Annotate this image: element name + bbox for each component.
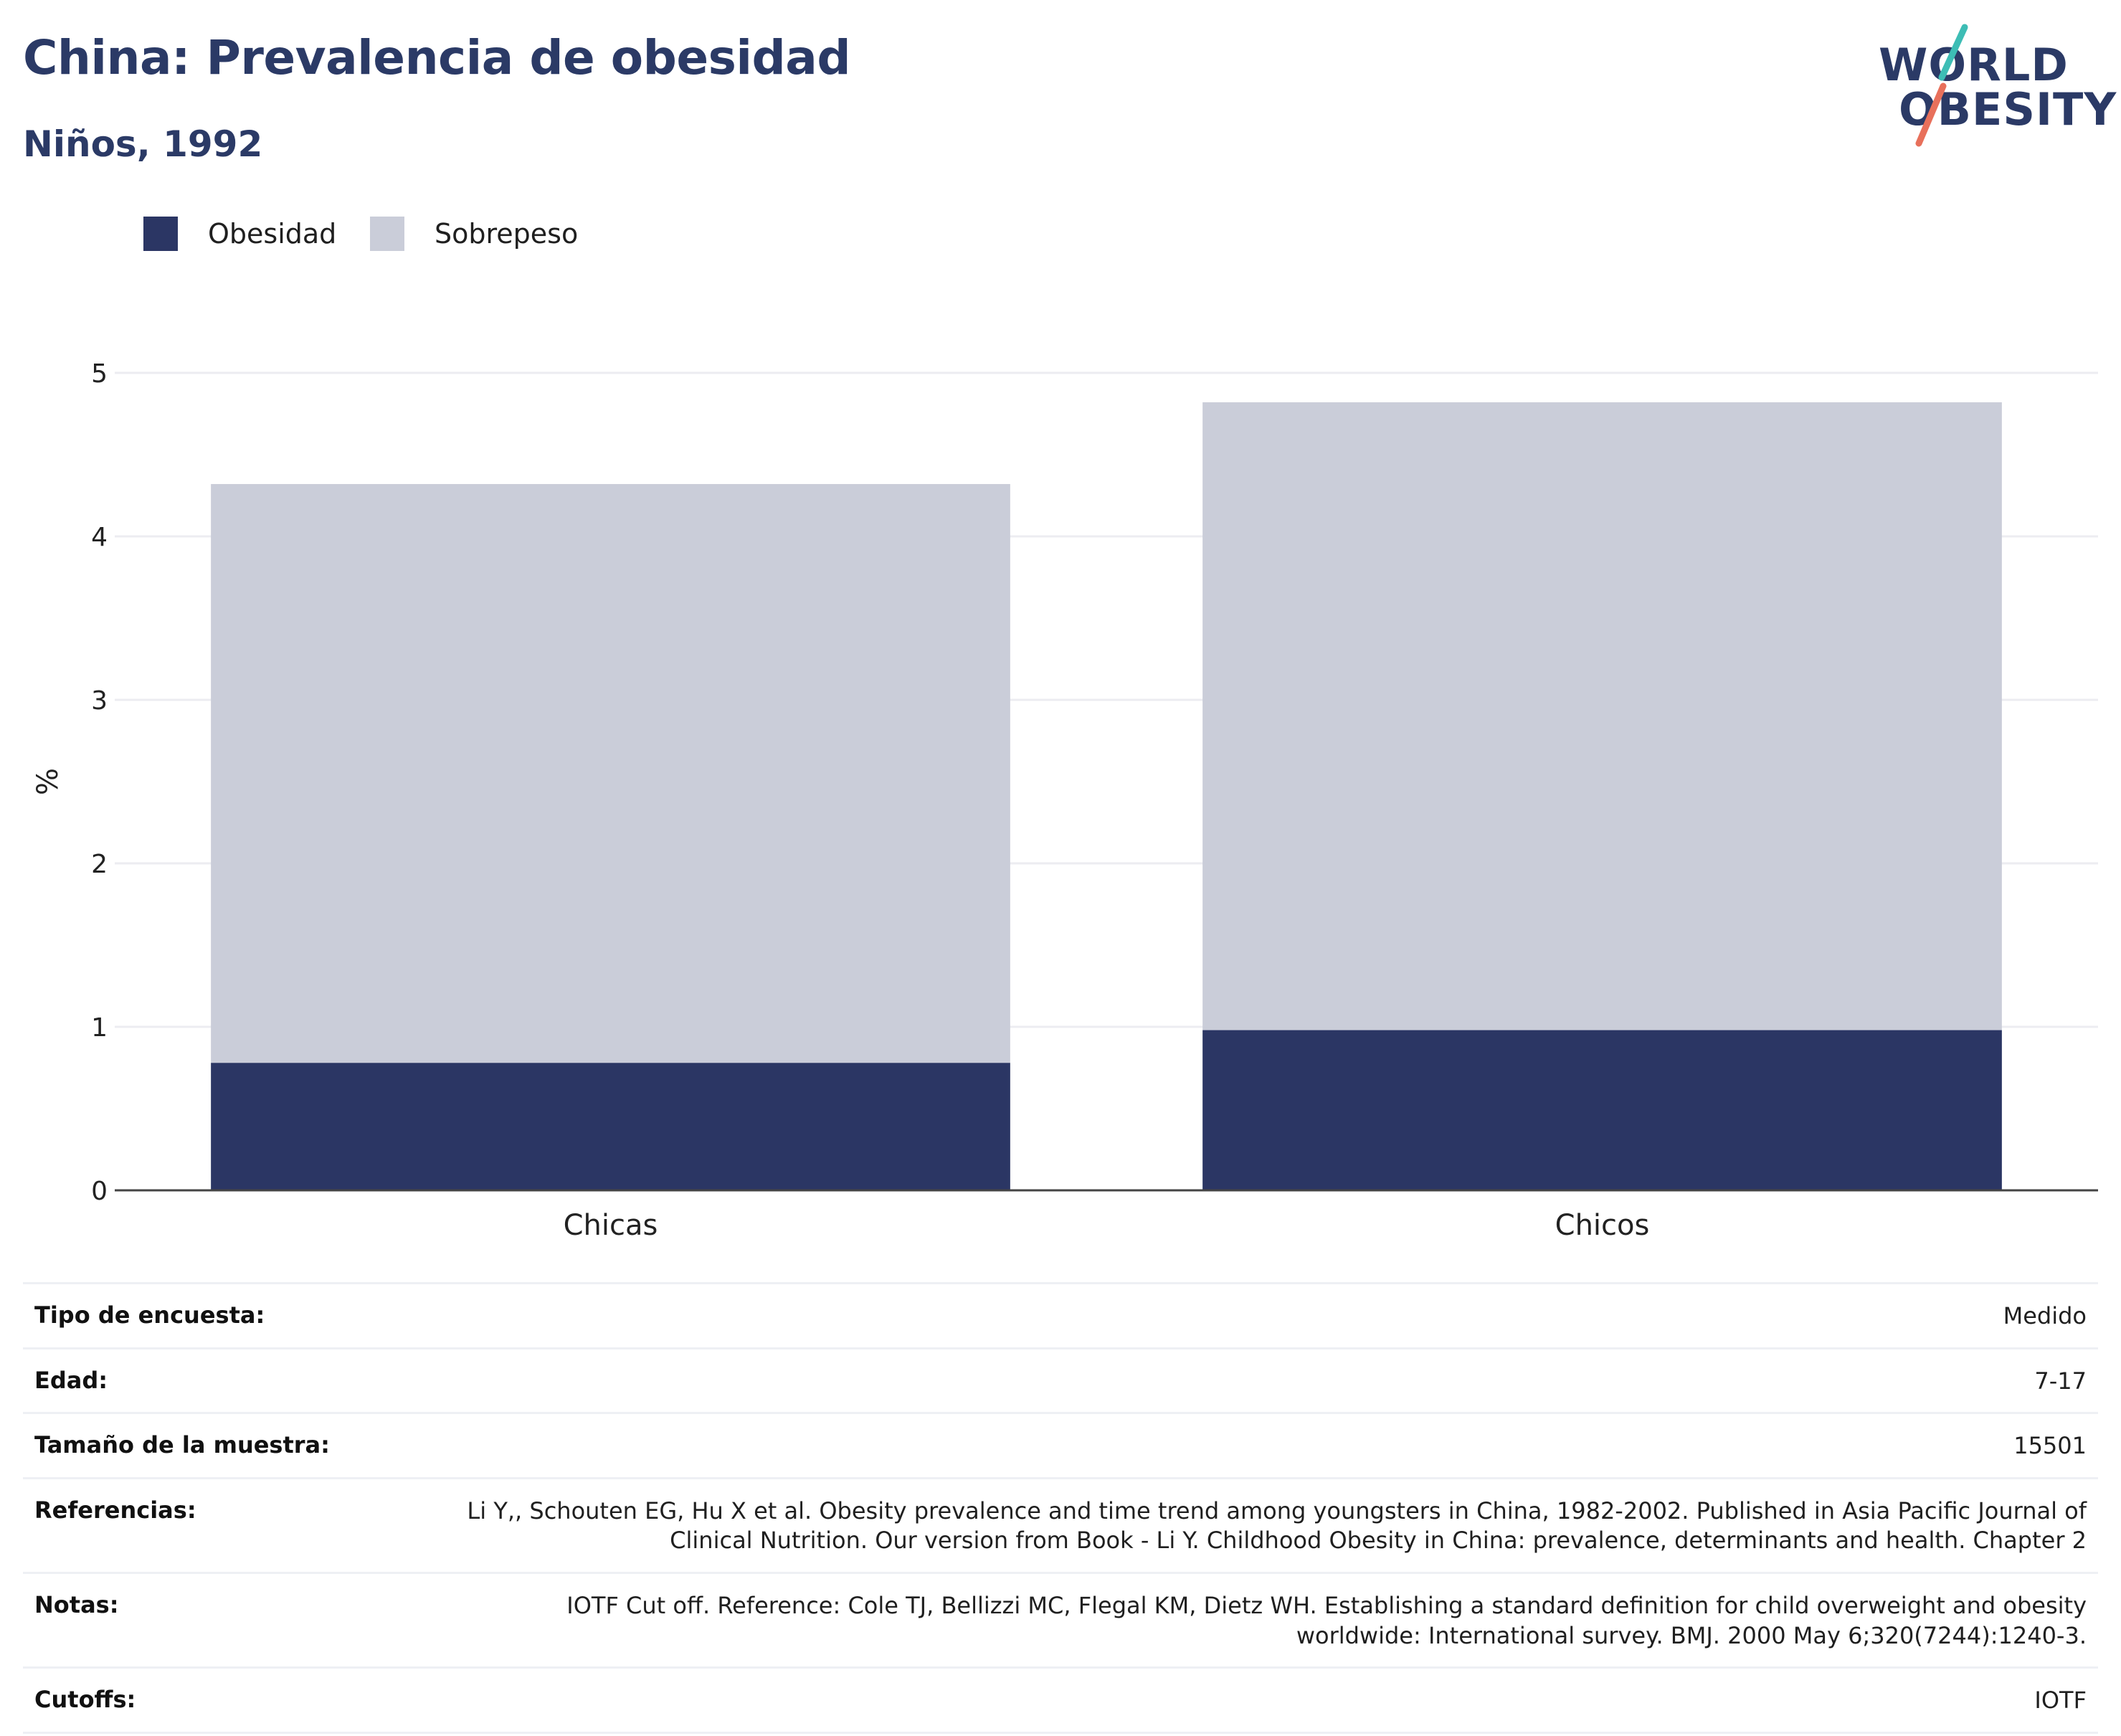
metadata-value: IOTF Cut off. Reference: Cole TJ, Belliz… bbox=[566, 1591, 2087, 1649]
logo-line-1: WORLD bbox=[1879, 39, 2069, 91]
chart-title: China: Prevalencia de obesidad bbox=[23, 30, 851, 85]
legend-label-sobrepeso: Sobrepeso bbox=[435, 218, 579, 250]
metadata-key: Tamaño de la muestra: bbox=[34, 1431, 330, 1459]
bar-sobrepeso-chicas bbox=[211, 484, 1010, 1063]
metadata-key: Cutoffs: bbox=[34, 1686, 136, 1714]
legend-swatch-obesidad bbox=[143, 217, 178, 251]
bar-sobrepeso-chicos bbox=[1202, 402, 2002, 1030]
y-tick-label: 3 bbox=[91, 686, 108, 716]
metadata-row: Tamaño de la muestra: 15501 bbox=[23, 1412, 2098, 1477]
x-tick-label: Chicas bbox=[564, 1209, 658, 1242]
metadata-value: IOTF bbox=[2034, 1687, 2087, 1714]
metadata-value: Medido bbox=[2003, 1302, 2087, 1329]
bar-obesidad-chicos bbox=[1202, 1030, 2002, 1190]
metadata-value: 15501 bbox=[2013, 1432, 2087, 1460]
legend-label-obesidad: Obesidad bbox=[208, 218, 337, 250]
y-tick-label: 5 bbox=[91, 359, 108, 389]
metadata-key: Tipo de encuesta: bbox=[34, 1301, 265, 1329]
metadata-row: Tipo de encuesta: Medido bbox=[23, 1282, 2098, 1347]
metadata-key: Referencias: bbox=[34, 1496, 196, 1524]
metadata-row: Referencias: Li Y,, Schouten EG, Hu X et … bbox=[23, 1476, 2098, 1572]
metadata-value: Li Y,, Schouten EG, Hu X et al. Obesity … bbox=[467, 1497, 2087, 1555]
bar-chart: 0 1 2 3 4 5% Chicas Chicos bbox=[32, 359, 2098, 1242]
survey-metadata-table: Tipo de encuesta: Medido Edad: 7-17 Tamaño d… bbox=[23, 1282, 2098, 1734]
bar-obesidad-chicas bbox=[211, 1063, 1010, 1190]
logo-slash-icon bbox=[1915, 24, 1968, 147]
metadata-value: 7-17 bbox=[2034, 1367, 2087, 1395]
chart-subtitle: Niños, 1992 bbox=[23, 123, 263, 165]
metadata-row: Edad: 7-17 bbox=[23, 1347, 2098, 1413]
y-tick-label: 2 bbox=[91, 850, 108, 879]
legend-swatch-sobrepeso bbox=[370, 217, 404, 251]
y-tick-label: 0 bbox=[91, 1177, 108, 1206]
world-obesity-logo: WORLD OBESITY bbox=[1870, 22, 2116, 151]
y-axis-label: % bbox=[32, 768, 65, 795]
y-tick-label: 4 bbox=[91, 523, 108, 552]
metadata-key: Notas: bbox=[34, 1590, 119, 1618]
metadata-key: Edad: bbox=[34, 1366, 108, 1394]
metadata-row: Cutoffs: IOTF bbox=[23, 1666, 2098, 1734]
x-tick-label: Chicos bbox=[1555, 1209, 1650, 1242]
y-tick-label: 1 bbox=[91, 1013, 108, 1043]
metadata-row: Notas: IOTF Cut off. Reference: Cole TJ, … bbox=[23, 1571, 2098, 1666]
